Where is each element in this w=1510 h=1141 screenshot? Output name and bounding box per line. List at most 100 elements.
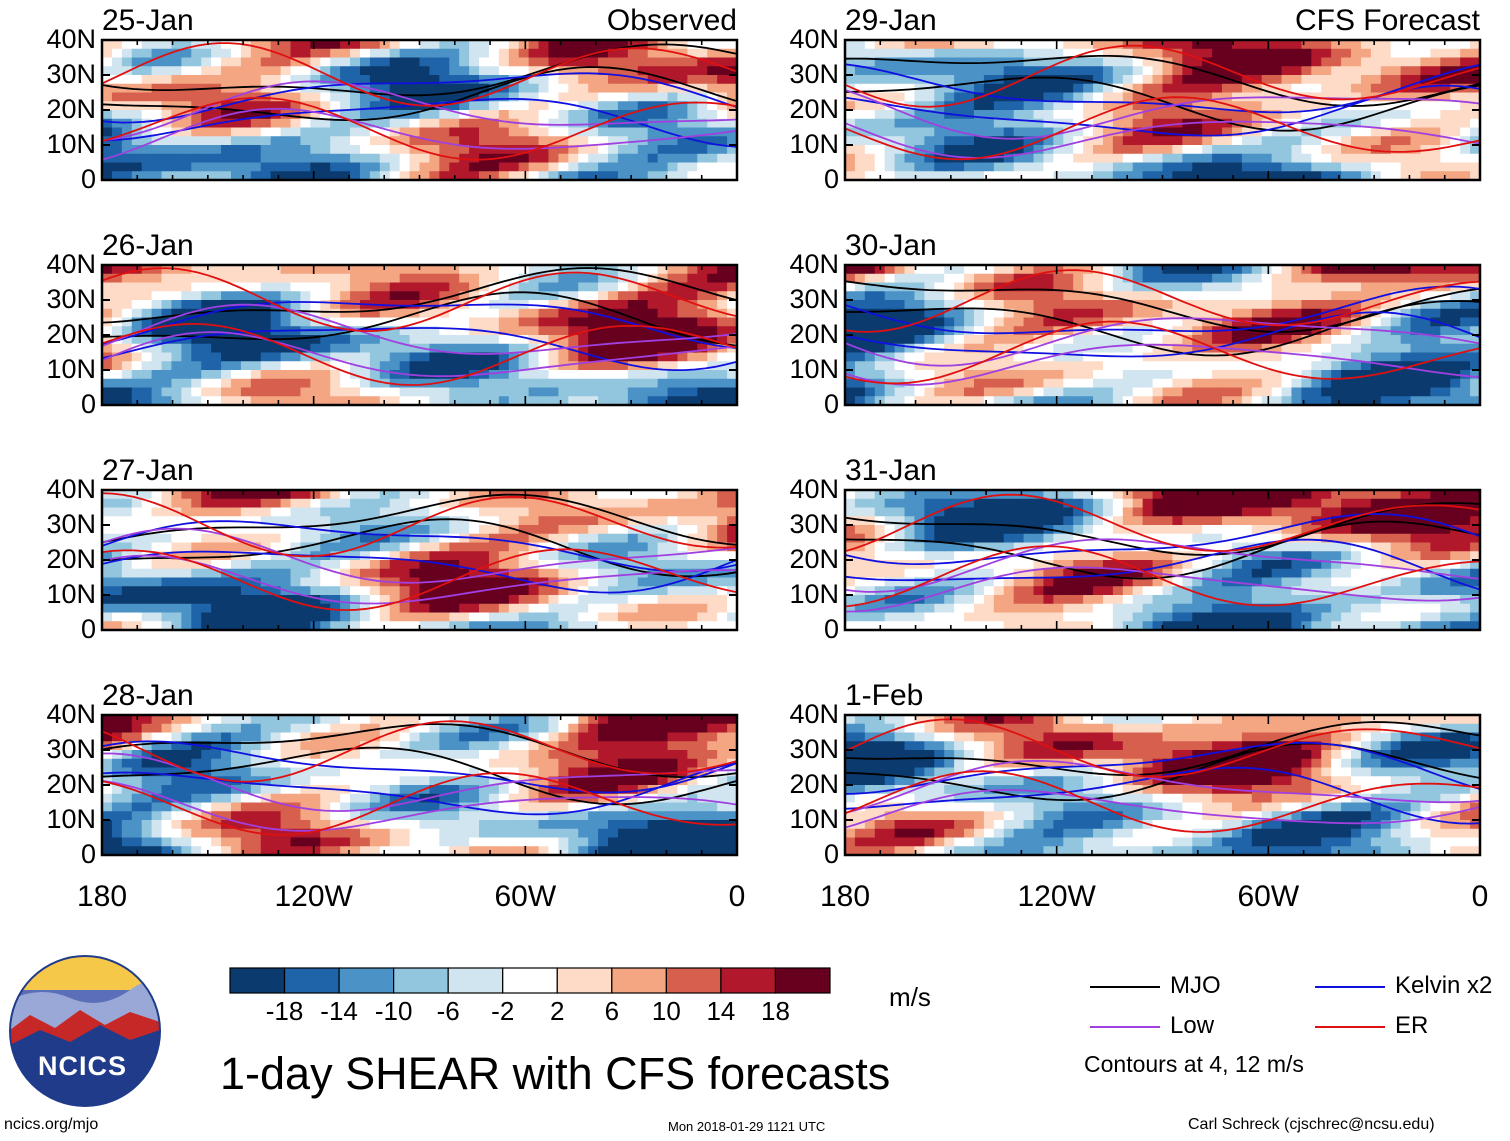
contour-lines <box>102 42 737 161</box>
y-tick-label: 10N <box>789 804 839 834</box>
contour-er <box>102 322 737 386</box>
y-tick-label: 40N <box>789 699 839 729</box>
y-tick-label: 30N <box>789 734 839 764</box>
y-tick-label: 0 <box>80 839 96 869</box>
y-tick-label: 20N <box>46 319 96 349</box>
contour-er <box>845 545 1480 608</box>
contour-low <box>102 80 737 142</box>
contour-low <box>845 89 1480 140</box>
legend-label: ER <box>1395 1012 1429 1039</box>
contour-kelvin-x2 <box>102 520 737 573</box>
contour-lines <box>845 269 1480 386</box>
contour-low <box>845 566 1480 613</box>
y-tick-label: 20N <box>46 769 96 799</box>
contour-kelvin-x2 <box>102 740 737 794</box>
colorbar <box>229 967 831 994</box>
timestamp: Mon 2018-01-29 1121 UTC <box>668 1119 826 1134</box>
colorbar-tick-label: 14 <box>706 996 736 1026</box>
contour-mjo <box>102 291 737 347</box>
contour-mjo <box>102 493 737 546</box>
y-tick-label: 40N <box>46 24 96 54</box>
contour-low <box>845 120 1480 159</box>
y-tick-label: 20N <box>789 94 839 124</box>
panel-source-label: CFS Forecast <box>1294 4 1480 37</box>
colorbar-tick-label: 6 <box>604 996 620 1026</box>
y-tick-label: 20N <box>46 544 96 574</box>
y-tick-label: 40N <box>46 699 96 729</box>
colorbar-tick-label: -10 <box>374 996 413 1026</box>
y-tick-label: 10N <box>46 354 96 384</box>
contour-low <box>102 752 737 812</box>
x-tick-label: 60W <box>494 880 557 913</box>
panel-date-label: 27-Jan <box>102 454 194 487</box>
shear-field <box>102 265 737 405</box>
x-tick-label: 0 <box>728 880 746 913</box>
y-tick-label: 30N <box>46 734 96 764</box>
contour-low <box>845 317 1480 367</box>
y-tick-label: 0 <box>80 164 96 194</box>
contour-mjo <box>102 267 737 324</box>
contour-mjo <box>845 742 1480 802</box>
colorbar-swatch <box>393 967 449 994</box>
colorbar-swatch <box>447 967 504 994</box>
y-tick-label: 10N <box>46 804 96 834</box>
contour-kelvin-x2 <box>102 301 737 349</box>
panel-28-jan <box>100 713 739 857</box>
y-tick-label: 40N <box>46 249 96 279</box>
colorbar-swatch <box>720 967 777 994</box>
contour-mjo <box>845 520 1480 580</box>
contour-kelvin-x2 <box>102 550 737 594</box>
panel-source-label: Observed <box>606 4 737 37</box>
contour-kelvin-x2 <box>102 72 737 124</box>
y-tick-label: 10N <box>789 129 839 159</box>
contour-low <box>845 789 1480 829</box>
colorbar-tick-label: -14 <box>320 996 358 1026</box>
y-tick-label: 10N <box>46 129 96 159</box>
contour-er <box>845 269 1480 333</box>
contour-kelvin-x2 <box>845 311 1480 358</box>
colorbar-swatch <box>502 967 558 994</box>
panel-date-label: 28-Jan <box>102 679 194 712</box>
colorbar-swatch <box>556 967 613 994</box>
contour-mjo <box>845 721 1480 776</box>
y-tick-label: 10N <box>46 579 96 609</box>
y-tick-label: 30N <box>789 284 839 314</box>
contour-kelvin-x2 <box>845 285 1480 335</box>
contour-low <box>845 538 1480 593</box>
contour-lines <box>845 493 1480 613</box>
y-tick-label: 30N <box>789 59 839 89</box>
panel-25-jan <box>100 38 739 182</box>
legend <box>1090 986 1385 1028</box>
y-tick-label: 0 <box>823 614 839 644</box>
panel-30-jan <box>843 263 1482 407</box>
x-tick-label: 0 <box>1471 880 1489 913</box>
contour-kelvin-x2 <box>845 538 1480 591</box>
contour-lines <box>845 44 1480 161</box>
panel-date-label: 29-Jan <box>845 4 937 37</box>
panel-1-feb <box>843 713 1482 857</box>
x-tick-label: 180 <box>819 880 871 913</box>
colorbar-tick-label: -18 <box>265 996 304 1026</box>
x-tick-label: 120W <box>274 880 353 913</box>
y-tick-label: 0 <box>823 164 839 194</box>
colorbar-swatch <box>774 967 831 994</box>
chart-title: 1-day SHEAR with CFS forecasts <box>220 1048 891 1099</box>
panel-date-label: 31-Jan <box>845 454 937 487</box>
contour-mjo <box>845 280 1480 333</box>
ncics-logo <box>9 955 161 1107</box>
contour-low <box>102 527 737 584</box>
panel-date-label: 26-Jan <box>102 229 194 262</box>
y-tick-label: 0 <box>823 839 839 869</box>
colorbar-tick-label: 2 <box>550 996 565 1026</box>
contour-kelvin-x2 <box>102 327 737 371</box>
contour-kelvin-x2 <box>845 741 1480 795</box>
colorbar-tick-label: 10 <box>651 996 681 1026</box>
contour-mjo <box>102 746 737 806</box>
colorbar-swatch <box>338 967 395 994</box>
y-tick-label: 30N <box>46 284 96 314</box>
colorbar-swatch <box>229 967 286 994</box>
y-tick-label: 20N <box>789 544 839 574</box>
x-tick-label: 120W <box>1017 880 1096 913</box>
y-tick-label: 40N <box>789 24 839 54</box>
